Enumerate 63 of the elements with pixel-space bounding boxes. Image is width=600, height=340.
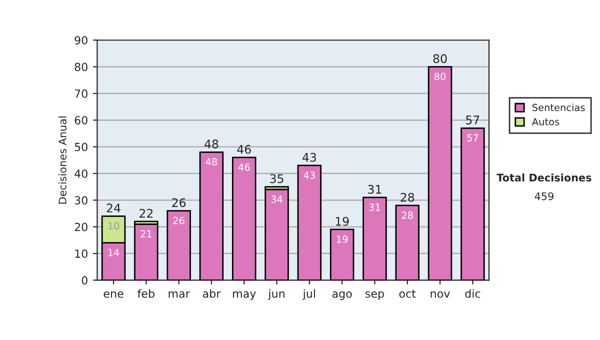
y-tick-label: 60 — [74, 116, 88, 125]
x-tick-label: sep — [365, 291, 384, 300]
bar — [264, 188, 289, 280]
y-tick-label: 10 — [75, 249, 88, 258]
bar — [460, 127, 485, 280]
x-tick-label: nov — [430, 291, 450, 298]
y-tick-label: 80 — [74, 62, 88, 72]
total-label: 57 — [466, 116, 480, 124]
bar — [395, 204, 420, 280]
y-tick-label: 0 — [82, 276, 88, 285]
bar — [362, 196, 387, 280]
data-label: 34 — [271, 196, 282, 203]
x-tick-label: oct — [399, 290, 416, 298]
total-label: 22 — [140, 208, 153, 218]
text: Total Decisiones — [496, 173, 592, 182]
data-label: 57 — [467, 134, 478, 142]
y-tick-label: 50 — [74, 142, 88, 152]
data-label: 19 — [336, 236, 348, 243]
y-tick-label: 90 — [74, 36, 88, 44]
bar — [134, 223, 158, 280]
legend-label: Sentencias — [532, 104, 585, 112]
bar — [297, 164, 322, 280]
text: 459 — [534, 192, 554, 200]
data-label: 46 — [238, 164, 250, 171]
x-tick-label: jun — [268, 289, 284, 300]
total-label: 80 — [433, 54, 447, 64]
data-label: 21 — [140, 230, 152, 238]
total-label: 24 — [106, 204, 120, 212]
data-label: 31 — [369, 204, 380, 211]
x-tick-label: jul — [302, 289, 315, 300]
data-label: 28 — [402, 212, 413, 219]
x-tick-label: mar — [168, 291, 190, 298]
total-label: 28 — [400, 192, 414, 202]
bar — [428, 66, 452, 280]
y-tick-label: 70 — [74, 89, 88, 98]
bar — [232, 156, 256, 280]
data-label: 43 — [304, 172, 315, 179]
total-label: 43 — [302, 152, 316, 162]
x-tick-label: abr — [202, 289, 221, 298]
y-tick-label: 20 — [74, 222, 88, 232]
x-tick-label: dic — [465, 289, 480, 298]
y-tick-label: 40 — [74, 169, 88, 178]
x-tick-label: ene — [104, 291, 124, 298]
x-tick-label: feb — [138, 289, 154, 298]
x-tick-label: ago — [332, 291, 352, 300]
y-axis-title: Decisiones Anual — [58, 116, 66, 204]
total-label: 26 — [172, 198, 186, 208]
bar — [330, 228, 354, 280]
data-label: 48 — [206, 158, 217, 166]
x-tick-label: may — [233, 291, 256, 300]
total-label: 35 — [270, 174, 284, 184]
data-label: 26 — [173, 216, 184, 224]
data-label: 80 — [434, 72, 446, 80]
total-label: 19 — [336, 216, 349, 226]
total-label: 31 — [368, 184, 382, 194]
bar — [199, 151, 224, 280]
total-label: 46 — [237, 144, 251, 154]
y-tick-label: 30 — [74, 196, 88, 205]
data-label: 14 — [108, 248, 120, 256]
total-label: 48 — [204, 140, 218, 148]
legend-label: Autos — [532, 118, 560, 126]
bar — [166, 210, 191, 280]
data-label: 10 — [108, 222, 120, 230]
